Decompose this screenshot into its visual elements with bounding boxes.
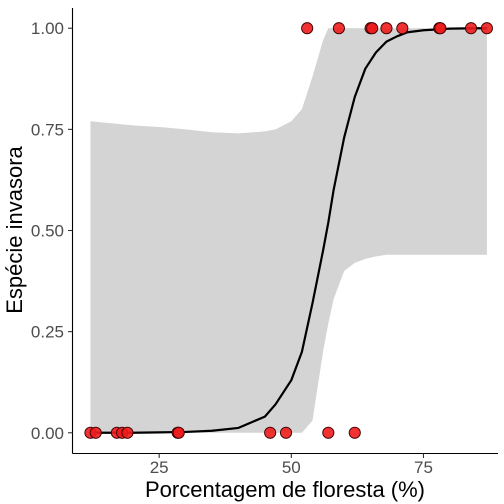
data-points-layer — [84, 22, 493, 439]
data-point — [380, 22, 393, 35]
y-axis-title: Espécie invasora — [2, 145, 27, 313]
fit-curve — [90, 27, 487, 434]
y-tick-label: 0.25 — [31, 323, 64, 342]
data-point — [89, 426, 102, 439]
x-axis-title: Porcentagem de floresta (%) — [145, 477, 425, 502]
x-tick-label: 25 — [150, 458, 169, 477]
data-point — [434, 22, 447, 35]
y-tick-label: 0.75 — [31, 120, 64, 139]
y-axis-ticks: 0.00 0.25 0.50 0.75 1.00 — [31, 19, 73, 443]
confidence-band — [90, 28, 487, 433]
x-tick-label: 50 — [282, 458, 301, 477]
data-point — [464, 22, 478, 35]
y-tick-label: 0.00 — [31, 424, 64, 443]
data-point — [301, 22, 314, 35]
x-axis-ticks: 25 50 75 — [150, 453, 433, 477]
confidence-band-layer — [90, 28, 487, 433]
data-point — [480, 22, 493, 35]
data-point — [172, 426, 185, 439]
x-tick-label: 75 — [414, 458, 433, 477]
data-point — [279, 426, 293, 439]
y-tick-label: 0.50 — [31, 222, 64, 241]
data-point — [348, 426, 361, 439]
data-point — [264, 426, 277, 439]
data-point — [366, 22, 379, 35]
data-point — [396, 22, 409, 35]
data-point — [121, 426, 134, 439]
y-tick-label: 1.00 — [31, 19, 64, 38]
fit-curve-layer — [90, 27, 487, 434]
data-point — [332, 22, 345, 35]
data-point — [322, 426, 335, 439]
